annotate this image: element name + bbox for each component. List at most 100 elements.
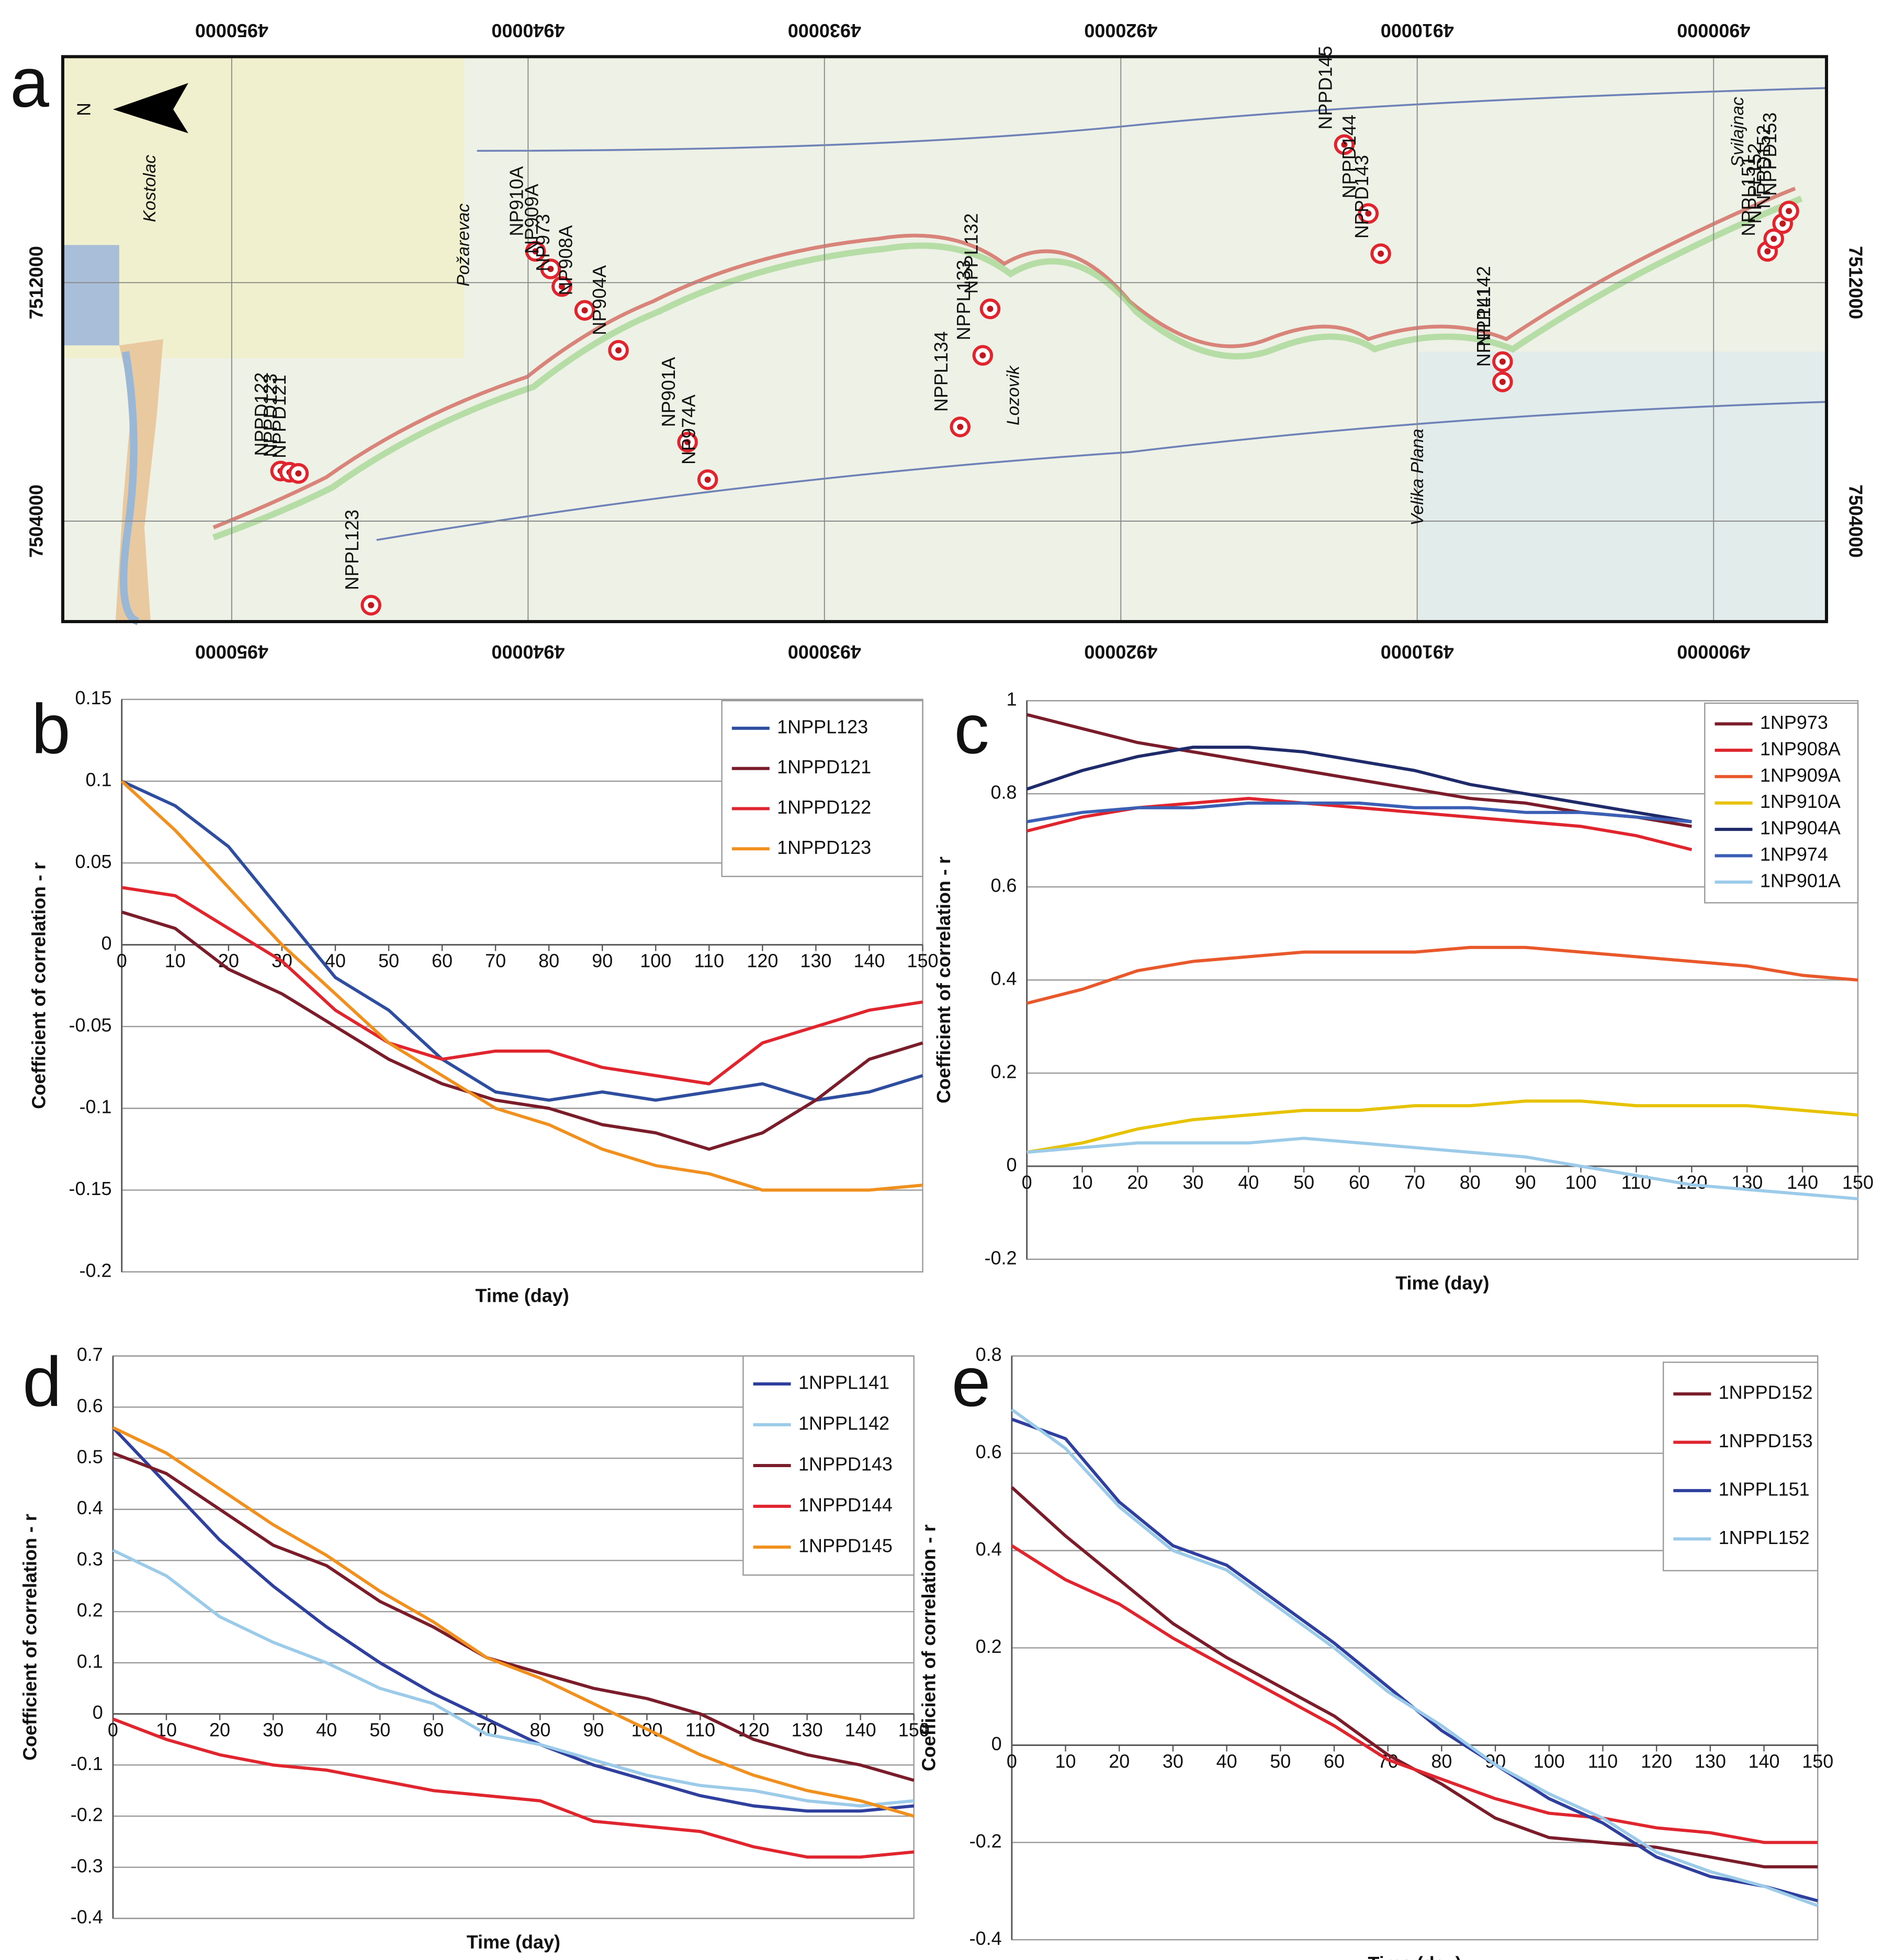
x-tick-label: 80 — [1431, 1750, 1452, 1772]
y-tick-label: 0.05 — [75, 851, 112, 872]
x-tick-label: 30 — [263, 1719, 284, 1741]
well-marker-dot — [1771, 235, 1777, 242]
x-tick-label: 140 — [1787, 1172, 1818, 1193]
y-tick-label: 0 — [1006, 1154, 1017, 1175]
figure: 4950000495000049400004940000493000049300… — [0, 0, 1883, 1960]
x-tick-label: 80 — [538, 950, 559, 972]
north-label: N — [73, 103, 95, 116]
legend-label: 1NPPD153 — [1719, 1430, 1813, 1451]
y-axis-title: Coefficient of correlation - r — [28, 862, 49, 1109]
x-tick-label: 60 — [1324, 1750, 1345, 1772]
x-tick-label: 130 — [800, 950, 831, 972]
y-tick-label: 0.8 — [990, 782, 1017, 803]
well-label: NPPD145 — [1314, 46, 1336, 130]
legend-label: 1NPPL151 — [1719, 1478, 1810, 1500]
x-tick-label: 40 — [1238, 1172, 1259, 1193]
x-tick-label: 140 — [1749, 1750, 1780, 1772]
well-marker-dot — [979, 352, 986, 358]
x-tick-label: 4920000 — [1084, 641, 1157, 663]
well-label: NP904A — [589, 265, 610, 335]
y-tick-label: 0.2 — [990, 1061, 1017, 1082]
legend-label: 1NPPD144 — [798, 1494, 893, 1515]
well-label: NPPL132 — [960, 213, 982, 294]
well-marker-dot — [1764, 248, 1771, 254]
legend-label: 1NPPD152 — [1719, 1382, 1813, 1403]
panel-letter: d — [22, 1343, 62, 1421]
legend-label: 1NP901A — [1760, 870, 1841, 891]
legend-label: 1NP973 — [1760, 712, 1828, 733]
x-tick-label: 4950000 — [195, 641, 268, 663]
x-tick-label: 50 — [369, 1719, 390, 1741]
x-tick-label: 150 — [1802, 1750, 1833, 1772]
well-label: NP973 — [532, 214, 554, 272]
panel-letter: c — [954, 690, 989, 768]
well-marker-dot — [1786, 208, 1792, 214]
y-tick-label: 0.1 — [77, 1650, 103, 1672]
well-marker-dot — [987, 306, 993, 312]
well-label: NPPD121 — [268, 375, 290, 458]
x-tick-label: 70 — [485, 950, 506, 972]
x-axis-title: Time (day) — [467, 1931, 560, 1953]
x-tick-label: 60 — [1349, 1172, 1370, 1193]
x-tick-label: 60 — [432, 950, 453, 972]
x-tick-label: 90 — [592, 950, 613, 972]
legend-label: 1NPPL123 — [777, 716, 868, 737]
map-zone — [63, 57, 465, 358]
well-marker-dot — [295, 470, 301, 477]
y-tick-label: -0.1 — [80, 1096, 112, 1118]
well-marker-dot — [1779, 220, 1786, 227]
well-label: NPPL123 — [341, 510, 363, 590]
x-tick-label: 20 — [1109, 1750, 1130, 1772]
y-tick-label: 0.4 — [77, 1497, 103, 1518]
well-label: NPPD143 — [1351, 155, 1372, 239]
y-tick-label: 0.15 — [75, 687, 112, 708]
x-tick-label: 10 — [1055, 1750, 1076, 1772]
panel-letter: e — [952, 1343, 991, 1421]
y-tick-label: 0.6 — [976, 1441, 1002, 1462]
y-tick-label: 0.2 — [77, 1599, 103, 1621]
legend-label: 1NP909A — [1760, 764, 1841, 786]
x-tick-label: 30 — [1163, 1750, 1183, 1772]
legend-label: 1NPPD145 — [798, 1535, 893, 1556]
x-tick-label: 70 — [1404, 1172, 1425, 1193]
x-tick-label: 130 — [1695, 1750, 1726, 1772]
x-tick-label: 4930000 — [788, 641, 861, 663]
legend-label: 1NPPL152 — [1719, 1527, 1810, 1548]
x-tick-label: 80 — [529, 1719, 550, 1741]
legend-label: 1NPPL141 — [798, 1371, 889, 1393]
x-tick-label: 40 — [1216, 1750, 1237, 1772]
well-label: NP908A — [555, 225, 576, 295]
y-tick-label: -0.2 — [984, 1247, 1017, 1268]
x-tick-label: 120 — [1641, 1750, 1672, 1772]
well-label: NP974A — [678, 395, 700, 465]
legend-label: 1NP910A — [1760, 791, 1841, 812]
x-tick-label: 100 — [1534, 1750, 1565, 1772]
x-tick-label: 10 — [165, 950, 186, 972]
legend-label: 1NPPD123 — [777, 837, 871, 858]
legend-label: 1NPPD122 — [777, 796, 871, 818]
x-tick-label: 4900000 — [1677, 20, 1750, 41]
y-tick-label: 0.2 — [976, 1636, 1002, 1657]
x-tick-label: 0 — [108, 1719, 118, 1741]
panel-letter: b — [31, 690, 71, 768]
x-tick-label: 4930000 — [788, 20, 861, 41]
place-name: Kostolac — [140, 155, 160, 222]
x-axis-title: Time (day) — [476, 1285, 569, 1306]
x-tick-label: 4900000 — [1677, 641, 1750, 663]
map-zone — [1418, 352, 1826, 622]
y-tick-label: 0.3 — [77, 1548, 103, 1570]
well-marker-dot — [1378, 251, 1384, 257]
y-tick-label: 0.6 — [77, 1395, 103, 1416]
legend-label: 1NPPL142 — [798, 1412, 889, 1434]
y-tick-label: -0.2 — [969, 1830, 1002, 1852]
well-marker-dot — [615, 347, 622, 354]
x-axis-title: Time (day) — [1368, 1953, 1461, 1960]
y-axis-title: Coefficient of correlation - r — [933, 857, 954, 1103]
y-tick-label: -0.3 — [71, 1855, 103, 1876]
x-tick-label: 140 — [853, 950, 885, 972]
y-tick-label: 0 — [991, 1733, 1002, 1754]
x-tick-label: 50 — [1293, 1172, 1314, 1193]
x-tick-label: 4910000 — [1381, 641, 1454, 663]
y-tick-label: 7512000 — [25, 246, 47, 319]
y-tick-label: 0.5 — [77, 1446, 103, 1468]
